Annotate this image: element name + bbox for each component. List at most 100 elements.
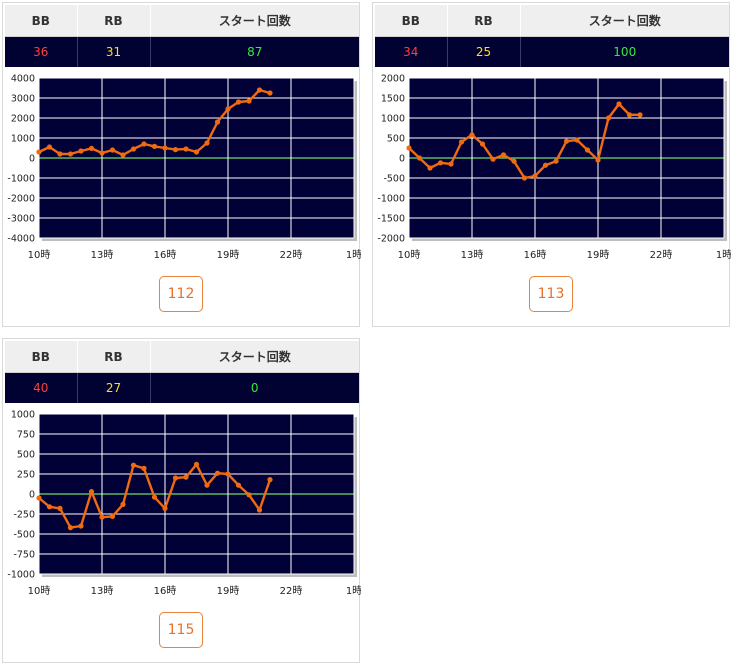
data-point	[490, 156, 496, 162]
y-tick-label: -2000	[377, 234, 405, 245]
data-point	[605, 115, 612, 121]
y-tick-label: 750	[17, 430, 35, 441]
data-point	[57, 505, 63, 511]
y-tick-label: -1500	[377, 214, 405, 225]
data-point	[162, 145, 168, 151]
data-point	[416, 155, 423, 161]
start-count: 100	[520, 36, 729, 67]
x-tick-label: 22時	[280, 249, 303, 261]
slump-graph: -1000 -750 -500 -250 0 250 500 750 1000 10時 13時 16時…	[7, 410, 361, 598]
y-tick-label: 2000	[381, 74, 405, 85]
x-tick-label: 22時	[650, 249, 673, 261]
rb-header: RB	[77, 341, 151, 373]
y-tick-label: -500	[13, 530, 35, 541]
starts-header: スタート回数	[520, 5, 729, 37]
y-tick-label: 2000	[11, 114, 35, 125]
x-tick-label: 13時	[461, 249, 484, 261]
machine-card-113: BB RB スタート回数 34 25 100 -2000 -1500 -1000 -5…	[372, 2, 731, 327]
data-point	[46, 144, 53, 150]
y-tick-label: 250	[17, 470, 35, 481]
data-point	[584, 147, 591, 153]
data-point	[67, 525, 74, 531]
y-tick-label: 4000	[11, 74, 35, 85]
rb-count: 31	[77, 36, 151, 67]
data-point	[256, 507, 263, 513]
data-point	[235, 482, 242, 488]
machine-card-115: BB RB スタート回数 40 27 0 -1000 -750 -500 -250 0 2…	[2, 338, 361, 663]
data-point	[109, 147, 116, 153]
data-point	[246, 98, 252, 104]
x-tick-label: 22時	[280, 585, 303, 597]
data-point	[46, 504, 53, 510]
data-point	[193, 461, 200, 467]
y-tick-label: -750	[13, 550, 35, 561]
bb-count: 34	[375, 36, 448, 67]
y-tick-label: -4000	[7, 234, 35, 245]
y-tick-label: 0	[29, 490, 35, 501]
starts-header: スタート回数	[150, 341, 359, 373]
data-point	[214, 119, 221, 125]
x-tick-label: 16時	[154, 585, 177, 597]
data-point	[78, 148, 84, 154]
data-point	[99, 514, 105, 520]
bb-header: BB	[375, 5, 448, 37]
x-tick-label: 13時	[91, 249, 114, 261]
data-point	[469, 132, 475, 138]
data-point	[57, 151, 63, 157]
data-point	[193, 149, 200, 155]
data-point	[141, 465, 147, 471]
data-point	[120, 501, 126, 507]
x-tick-label: 10時	[28, 249, 51, 261]
data-point	[406, 145, 412, 151]
data-point	[151, 143, 158, 149]
x-tick-label: 19時	[217, 249, 240, 261]
data-point	[532, 173, 538, 179]
data-point	[78, 523, 84, 529]
data-point	[437, 160, 444, 166]
data-point	[172, 147, 179, 153]
data-point	[67, 151, 74, 157]
rb-count: 25	[447, 36, 521, 67]
starts-header: スタート回数	[150, 5, 359, 37]
rb-count: 27	[77, 372, 151, 403]
data-point	[448, 161, 454, 167]
y-tick-label: 1000	[381, 114, 405, 125]
data-point	[500, 152, 507, 158]
data-point	[479, 141, 486, 147]
y-tick-label: 1000	[11, 134, 35, 145]
rb-header: RB	[77, 5, 151, 37]
data-point	[162, 505, 168, 511]
data-point	[458, 139, 465, 145]
data-point	[183, 474, 189, 480]
stats-table: BB RB スタート回数 36 31 87	[5, 5, 359, 67]
x-tick-label: 1時	[716, 249, 731, 261]
slump-graph: -2000 -1500 -1000 -500 0 500 1000 1500 2000 10時 13…	[377, 74, 731, 262]
x-tick-label: 19時	[587, 249, 610, 261]
y-tick-label: -1000	[7, 570, 35, 581]
y-tick-label: 1000	[11, 410, 35, 421]
data-point	[616, 101, 622, 107]
machine-number-button[interactable]: 113	[529, 276, 573, 312]
x-tick-label: 16時	[154, 249, 177, 261]
data-point	[36, 495, 42, 501]
machine-number-button[interactable]: 112	[159, 276, 203, 312]
data-point	[130, 462, 137, 468]
data-point	[204, 140, 210, 146]
data-point	[88, 145, 95, 151]
x-tick-label: 10時	[28, 585, 51, 597]
y-tick-label: -1000	[7, 174, 35, 185]
data-point	[427, 165, 433, 171]
bb-count: 40	[5, 372, 78, 403]
data-point	[214, 470, 221, 476]
x-tick-label: 16時	[524, 249, 547, 261]
machine-number-button[interactable]: 115	[159, 612, 203, 648]
data-point	[563, 138, 570, 144]
y-tick-label: 0	[399, 154, 405, 165]
x-tick-label: 13時	[91, 585, 114, 597]
data-point	[637, 112, 643, 118]
start-count: 0	[150, 372, 359, 403]
x-tick-label: 10時	[398, 249, 421, 261]
y-tick-label: 1500	[381, 94, 405, 105]
data-point	[120, 152, 126, 158]
data-point	[225, 471, 231, 477]
